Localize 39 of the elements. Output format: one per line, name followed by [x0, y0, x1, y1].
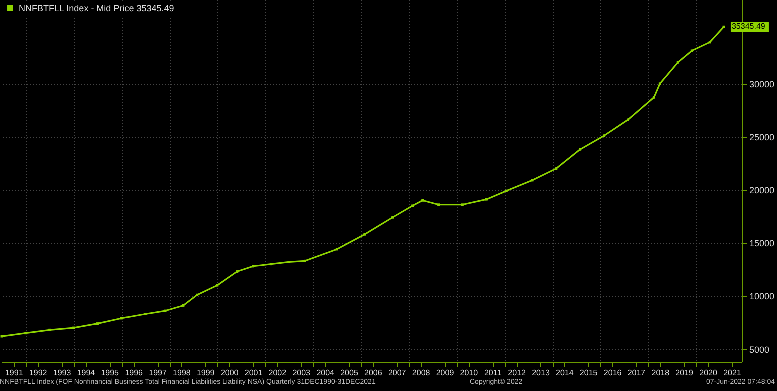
- x-tick-label: 1992: [29, 368, 48, 378]
- x-tick-label: 2009: [436, 368, 455, 378]
- x-tick-label: 1993: [53, 368, 72, 378]
- y-tick-label: 20000: [750, 186, 775, 196]
- x-tick-label: 2021: [724, 368, 742, 378]
- x-tick-label: 1995: [101, 368, 120, 378]
- annotation: 35345.49: [732, 22, 766, 32]
- x-tick-label: 2016: [604, 368, 622, 378]
- y-tick-label: 5000: [750, 344, 770, 355]
- y-tick-label: 25000: [750, 132, 775, 142]
- y-tick-label: 10000: [750, 292, 775, 302]
- y-tick-label: 15000: [750, 238, 775, 249]
- x-tick-label: 2008: [412, 368, 431, 378]
- x-tick-label: 1994: [77, 368, 96, 378]
- x-tick-label: 2004: [316, 368, 336, 378]
- x-tick-label: 2013: [532, 368, 550, 378]
- x-tick-label: 2018: [652, 368, 670, 378]
- x-tick-label: 2019: [676, 368, 694, 378]
- x-tick-label: 2014: [556, 368, 574, 378]
- x-tick-label: 2015: [580, 368, 598, 378]
- x-tick-label: 1999: [196, 368, 216, 378]
- y-tick-label: 30000: [750, 79, 775, 90]
- x-tick-label: 1998: [173, 368, 192, 378]
- x-tick-label: 2005: [340, 368, 359, 378]
- x-tick-label: 2012: [508, 368, 527, 378]
- x-tick-label: 2000: [220, 368, 240, 378]
- x-tick-label: 2011: [484, 368, 502, 378]
- legend-label: NNFBTFLL Index - Mid Price 35345.49: [19, 4, 174, 14]
- x-tick-label: 1997: [149, 368, 168, 378]
- x-tick-label: 2003: [292, 368, 312, 378]
- x-tick-label: 2020: [700, 368, 718, 378]
- x-tick-label: 2001: [244, 368, 264, 378]
- x-tick-label: 2006: [364, 368, 383, 378]
- x-tick-label: 2010: [460, 368, 479, 378]
- x-tick-label: 1991: [5, 368, 24, 378]
- x-tick-label: 1996: [125, 368, 144, 378]
- x-tick-label: 2002: [268, 368, 288, 378]
- x-tick-label: 2017: [628, 368, 646, 378]
- x-tick-label: 2007: [388, 368, 407, 378]
